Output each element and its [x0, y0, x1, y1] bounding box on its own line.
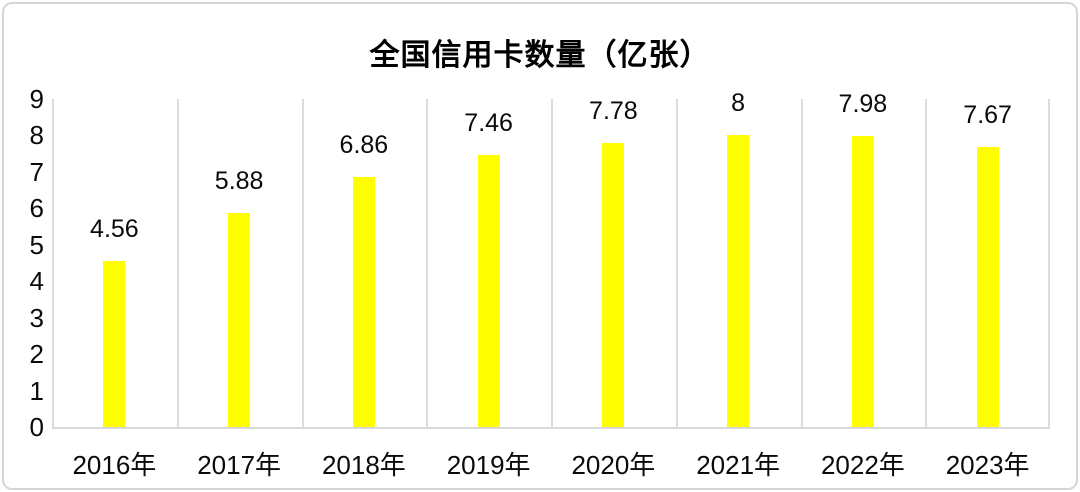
- bar: [477, 155, 500, 427]
- y-axis: 0 1 2 3 4 5 6 7 8 9: [4, 86, 44, 440]
- y-axis-tick-label: 8: [29, 120, 44, 151]
- category-gridline: [52, 99, 54, 427]
- category-gridline: [1048, 99, 1050, 427]
- y-axis-tick-label: 4: [29, 266, 44, 297]
- bar: [851, 136, 874, 427]
- category-gridline: [302, 99, 304, 427]
- bar-value-label: 7.67: [963, 101, 1012, 130]
- category-gridline: [676, 99, 678, 427]
- y-axis-tick-label: 7: [29, 156, 44, 187]
- bar: [602, 143, 625, 427]
- category-gridline: [426, 99, 428, 427]
- y-axis-tick-label: 5: [29, 229, 44, 260]
- bar: [727, 135, 750, 427]
- bar: [228, 212, 251, 427]
- bar-value-label: 4.56: [90, 214, 139, 243]
- category-gridline: [177, 99, 179, 427]
- category-gridline: [925, 99, 927, 427]
- x-axis-label: 2022年: [820, 450, 905, 480]
- x-axis-label: 2016年: [72, 450, 157, 480]
- bar-value-label: 7.78: [589, 97, 638, 126]
- bar-value-label: 5.88: [214, 166, 264, 195]
- bar-value-label: 7.46: [464, 109, 513, 138]
- x-axis-line: [52, 427, 1050, 429]
- x-axis-label: 2018年: [321, 450, 406, 480]
- y-axis-tick-label: 1: [29, 375, 44, 406]
- y-axis-tick-label: 2: [29, 339, 44, 370]
- bar: [352, 177, 375, 427]
- chart-title: 全国信用卡数量（亿张）: [369, 39, 711, 72]
- x-axis-label: 2019年: [446, 450, 531, 480]
- bar-value-label: 6.86: [339, 131, 389, 159]
- bar: [976, 147, 999, 427]
- x-axis-label: 2017年: [197, 450, 282, 480]
- x-axis: 2016年 2017年 2018年 2019年 2020年 2021年 2022年 2023年: [52, 429, 1050, 488]
- y-axis-tick-label: 3: [29, 302, 44, 333]
- category-gridline: [551, 99, 553, 427]
- x-axis-label: 2021年: [696, 450, 781, 480]
- bar: [103, 260, 126, 427]
- bar-value-label: 7.98: [838, 90, 888, 119]
- y-axis-tick-label: 6: [29, 193, 44, 224]
- y-axis-tick-label: 0: [29, 412, 44, 442]
- bar-value-label: 8: [731, 89, 746, 118]
- plot-area: 4.56 5.88 6.86 7.46 7.78 8 7.98 7.67: [52, 90, 1050, 429]
- y-axis-tick-label: 9: [29, 84, 44, 114]
- x-axis-label: 2020年: [571, 450, 656, 480]
- x-axis-label: 2023年: [945, 450, 1030, 480]
- category-gridline: [801, 99, 803, 427]
